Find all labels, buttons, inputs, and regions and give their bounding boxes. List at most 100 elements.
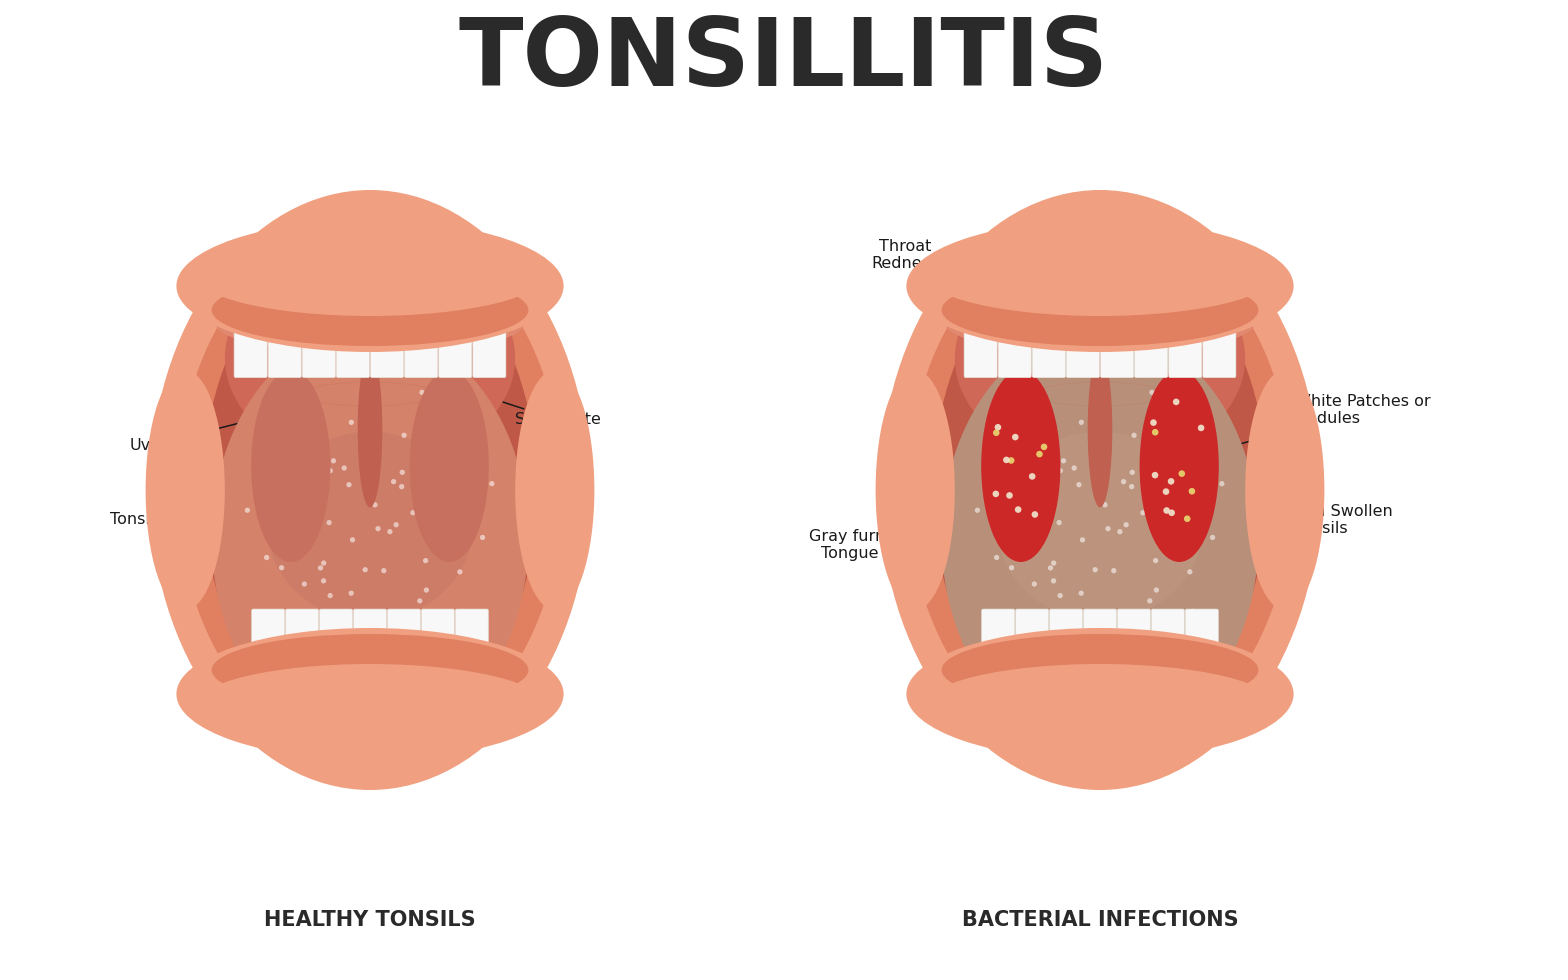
Circle shape	[1149, 390, 1154, 395]
FancyBboxPatch shape	[455, 610, 488, 671]
FancyBboxPatch shape	[1032, 309, 1065, 377]
Circle shape	[328, 468, 332, 473]
FancyBboxPatch shape	[252, 610, 285, 671]
Circle shape	[1014, 439, 1019, 444]
FancyBboxPatch shape	[1016, 610, 1049, 671]
FancyBboxPatch shape	[405, 309, 437, 377]
Circle shape	[284, 439, 289, 444]
Ellipse shape	[993, 429, 999, 436]
Circle shape	[390, 479, 397, 484]
Circle shape	[350, 537, 354, 543]
Circle shape	[1093, 393, 1098, 398]
Ellipse shape	[1004, 457, 1010, 464]
Circle shape	[351, 664, 358, 670]
Circle shape	[1052, 479, 1057, 484]
FancyBboxPatch shape	[439, 309, 472, 377]
Ellipse shape	[212, 274, 528, 346]
Circle shape	[434, 611, 439, 616]
FancyBboxPatch shape	[285, 610, 318, 671]
FancyBboxPatch shape	[1185, 610, 1218, 671]
Ellipse shape	[924, 232, 1276, 316]
Circle shape	[1124, 522, 1129, 527]
Ellipse shape	[516, 370, 594, 610]
Circle shape	[347, 482, 351, 487]
Ellipse shape	[1007, 492, 1013, 499]
Circle shape	[475, 435, 480, 440]
FancyBboxPatch shape	[474, 309, 506, 377]
Ellipse shape	[1036, 451, 1043, 458]
Circle shape	[1187, 569, 1193, 574]
Circle shape	[463, 532, 467, 538]
Ellipse shape	[234, 629, 506, 682]
Circle shape	[331, 459, 336, 464]
Ellipse shape	[298, 350, 442, 534]
Circle shape	[1079, 419, 1083, 425]
FancyBboxPatch shape	[1203, 309, 1236, 377]
Circle shape	[1082, 664, 1087, 670]
Circle shape	[1057, 468, 1063, 473]
Circle shape	[1051, 578, 1057, 583]
Ellipse shape	[1029, 473, 1035, 479]
FancyBboxPatch shape	[1135, 309, 1168, 377]
Ellipse shape	[1008, 458, 1014, 464]
Circle shape	[298, 520, 304, 525]
Ellipse shape	[176, 628, 563, 760]
Ellipse shape	[1151, 419, 1157, 426]
FancyBboxPatch shape	[234, 309, 267, 377]
Circle shape	[1057, 593, 1063, 598]
Circle shape	[1008, 565, 1014, 570]
Ellipse shape	[906, 628, 1294, 760]
FancyBboxPatch shape	[1101, 309, 1134, 377]
FancyBboxPatch shape	[1118, 610, 1151, 671]
Circle shape	[1018, 631, 1022, 636]
Circle shape	[1220, 481, 1225, 486]
Ellipse shape	[942, 328, 1259, 748]
Ellipse shape	[880, 190, 1320, 790]
Ellipse shape	[1140, 370, 1218, 562]
Circle shape	[1185, 519, 1190, 525]
Circle shape	[362, 567, 368, 572]
Ellipse shape	[994, 424, 1002, 430]
Circle shape	[279, 565, 284, 570]
Ellipse shape	[906, 220, 1294, 352]
Ellipse shape	[908, 223, 1292, 757]
Ellipse shape	[146, 370, 224, 610]
Ellipse shape	[194, 664, 546, 748]
Circle shape	[348, 591, 354, 596]
Circle shape	[321, 561, 326, 565]
Ellipse shape	[267, 431, 474, 620]
FancyBboxPatch shape	[982, 610, 1014, 671]
Circle shape	[1163, 611, 1170, 616]
Circle shape	[975, 508, 980, 513]
Ellipse shape	[1173, 399, 1179, 405]
Circle shape	[1129, 484, 1134, 489]
Circle shape	[455, 658, 459, 663]
Ellipse shape	[1029, 350, 1171, 534]
Ellipse shape	[202, 238, 538, 742]
Ellipse shape	[1168, 510, 1174, 516]
Circle shape	[1080, 537, 1085, 543]
Ellipse shape	[1152, 471, 1159, 478]
Circle shape	[318, 565, 323, 570]
Ellipse shape	[358, 352, 383, 508]
Circle shape	[1052, 488, 1057, 493]
Circle shape	[370, 486, 376, 492]
Ellipse shape	[177, 223, 563, 757]
Ellipse shape	[955, 250, 1245, 466]
Circle shape	[381, 636, 387, 641]
Text: White Patches or
Nodules: White Patches or Nodules	[1203, 394, 1430, 455]
Ellipse shape	[989, 292, 1210, 628]
Circle shape	[400, 469, 405, 475]
Ellipse shape	[1088, 352, 1112, 508]
Ellipse shape	[1163, 508, 1170, 514]
Ellipse shape	[875, 370, 955, 610]
Circle shape	[268, 644, 273, 649]
FancyBboxPatch shape	[1168, 309, 1201, 377]
Ellipse shape	[924, 664, 1276, 748]
Circle shape	[417, 598, 422, 604]
Ellipse shape	[151, 190, 590, 790]
Ellipse shape	[1184, 515, 1190, 522]
Circle shape	[489, 481, 494, 486]
Circle shape	[419, 390, 425, 395]
Circle shape	[348, 419, 354, 425]
